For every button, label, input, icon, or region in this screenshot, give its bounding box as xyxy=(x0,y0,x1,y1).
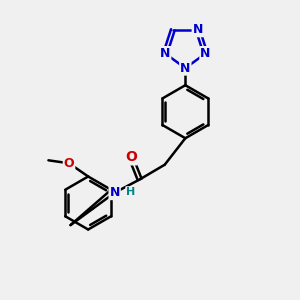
Text: N: N xyxy=(193,23,203,36)
Text: H: H xyxy=(126,187,136,197)
Text: O: O xyxy=(125,150,137,164)
Text: N: N xyxy=(180,61,190,75)
Text: N: N xyxy=(110,186,120,199)
Text: N: N xyxy=(200,47,211,60)
Text: O: O xyxy=(64,157,74,170)
Text: N: N xyxy=(160,47,170,60)
